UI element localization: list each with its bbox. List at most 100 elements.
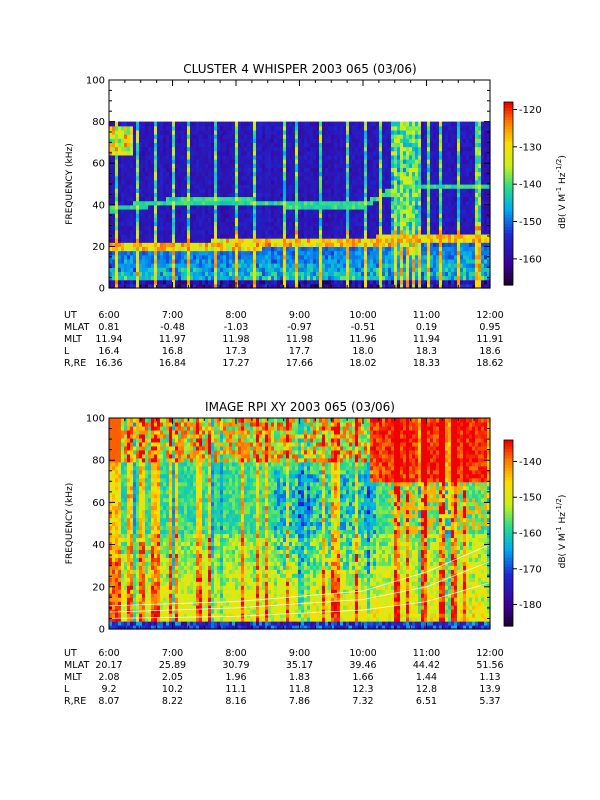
y-tick-label: 80 [92, 456, 105, 467]
ephemeris-value: 0.95 [479, 322, 500, 333]
ephemeris-value: 12.8 [416, 684, 437, 695]
ephemeris-value: 16.4 [98, 346, 119, 357]
ephemeris-value: 18.62 [476, 358, 503, 369]
colorbar-label-part: -1/2 [555, 159, 563, 173]
colorbar-tick-label: -160 [519, 254, 542, 265]
ephemeris-value: 9:00 [289, 310, 310, 321]
overlay-curve [108, 582, 491, 619]
ephemeris-value: 6:00 [98, 648, 119, 659]
colorbar-tick-label: -160 [519, 529, 542, 540]
cluster-whisper-panel: CLUSTER 4 WHISPER 2003 065 (03/06) 0 20 40 6… [64, 62, 568, 369]
y-tick-label: 100 [86, 414, 105, 425]
spectrogram-heatmap [109, 418, 491, 630]
overlay-curve [108, 561, 491, 613]
ephemeris-value: 10:00 [349, 310, 376, 321]
ephemeris-row-label: L [64, 684, 70, 695]
y-tick-label: 0 [99, 284, 105, 295]
ephemeris-value: 0.19 [416, 322, 437, 333]
y-tick-label: 0 [99, 625, 105, 636]
colorbar-tick-label: -130 [519, 142, 542, 153]
ephemeris-value: 2.05 [162, 672, 183, 683]
ephemeris-value: 12:00 [476, 648, 503, 659]
ephemeris-value: 6:00 [98, 310, 119, 321]
ephemeris-value: 11.98 [286, 334, 313, 345]
ephemeris-value: 11.91 [476, 334, 503, 345]
ephemeris-row-label: MLT [64, 672, 82, 683]
ephemeris-value: -0.51 [351, 322, 376, 333]
ephemeris-row-label: MLT [64, 334, 82, 345]
image-rpi-panel: IMAGE RPI XY 2003 065 (03/06) 0 20 40 60 80 10… [64, 400, 568, 707]
ephemeris-value: 16.84 [159, 358, 186, 369]
ephemeris-value: 17.7 [289, 346, 310, 357]
colorbar-label-part: ) [558, 155, 568, 159]
colorbar-label-part: -1/2 [555, 498, 563, 512]
ephemeris-value: 1.44 [416, 672, 437, 683]
colorbar-label: dB( V M-1 Hz-1/2) [555, 495, 568, 569]
ephemeris-value: 9:00 [289, 648, 310, 659]
ephemeris-value: 7.86 [289, 696, 310, 707]
ephemeris-value: 13.9 [479, 684, 500, 695]
y-tick-label: 40 [92, 200, 105, 211]
ephemeris-value: 18.0 [352, 346, 373, 357]
overlay-curve [108, 544, 491, 607]
ephemeris-value: 17.66 [286, 358, 313, 369]
ephemeris-value: 11.96 [349, 334, 376, 345]
ephemeris-value: 8.07 [98, 696, 119, 707]
colorbar-label-part: Hz [558, 172, 568, 187]
ephemeris-value: -1.03 [224, 322, 249, 333]
ephemeris-value: 1.13 [479, 672, 500, 683]
y-tick-label: 60 [92, 159, 105, 170]
ephemeris-table: UT 6:00 7:00 8:00 9:00 10:00 11:00 12:00 MLAT 20.… [64, 648, 504, 707]
colorbar-label-part: -1 [555, 526, 563, 533]
spectrogram-heatmap [109, 121, 491, 289]
ephemeris-value: 8:00 [225, 648, 246, 659]
y-tick-label: 60 [92, 498, 105, 509]
ephemeris-value: 10.2 [162, 684, 183, 695]
colorbar-tick-label: -120 [519, 105, 542, 116]
ephemeris-row-label: UT [64, 310, 77, 321]
ephemeris-value: 30.79 [222, 660, 249, 671]
ephemeris-value: 18.02 [349, 358, 376, 369]
y-tick-label: 100 [86, 76, 105, 87]
ephemeris-table: UT 6:00 7:00 8:00 9:00 10:00 11:00 12:00 MLAT 0.8… [64, 310, 504, 369]
ephemeris-row-label: L [64, 346, 70, 357]
ephemeris-value: 11:00 [413, 310, 440, 321]
ephemeris-value: 17.3 [225, 346, 246, 357]
colorbar-label-part: -1 [555, 187, 563, 194]
y-tick-label: 20 [92, 242, 105, 253]
ephemeris-value: -0.48 [160, 322, 185, 333]
ephemeris-value: 9.2 [101, 684, 116, 695]
ephemeris-row-label: R,RE [64, 358, 86, 369]
colorbar-label-part: Hz [558, 512, 568, 527]
chart-title: CLUSTER 4 WHISPER 2003 065 (03/06) [183, 62, 416, 76]
colorbar-tick-label: -140 [519, 457, 542, 468]
colorbar-label-part: ) [558, 495, 568, 499]
ephemeris-value: 5.37 [479, 696, 500, 707]
ephemeris-value: 11.97 [159, 334, 186, 345]
colorbar-label-part: dB( V M [558, 194, 568, 229]
ephemeris-value: 39.46 [349, 660, 376, 671]
ephemeris-value: 1.66 [352, 672, 373, 683]
ephemeris-value: 11:00 [413, 648, 440, 659]
ephemeris-value: -0.97 [287, 322, 312, 333]
ephemeris-value: 11.8 [289, 684, 310, 695]
ephemeris-value: 16.8 [162, 346, 183, 357]
ephemeris-row-label: MLAT [64, 322, 89, 333]
colorbar-label-part: dB( V M [558, 533, 568, 568]
ephemeris-value: 12.3 [352, 684, 373, 695]
ephemeris-value: 11.98 [222, 334, 249, 345]
ephemeris-value: 7.32 [352, 696, 373, 707]
colorbar-tick-label: -180 [519, 600, 542, 611]
ephemeris-row-label: MLAT [64, 660, 89, 671]
ephemeris-value: 20.17 [95, 660, 122, 671]
ephemeris-value: 12:00 [476, 310, 503, 321]
ephemeris-value: 18.33 [413, 358, 440, 369]
y-axis-label: FREQUENCY (kHz) [65, 483, 75, 564]
y-axis-label: FREQUENCY (kHz) [65, 143, 75, 224]
y-tick-label: 20 [92, 582, 105, 593]
colorbar-tick-label: -150 [519, 217, 542, 228]
ephemeris-value: 51.56 [476, 660, 503, 671]
ephemeris-value: 0.81 [98, 322, 119, 333]
colorbar-tick-label: -140 [519, 180, 542, 191]
